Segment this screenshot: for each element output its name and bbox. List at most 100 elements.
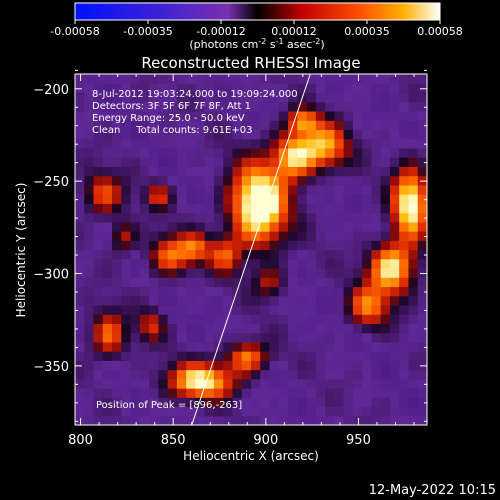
- heatmap-cell: [325, 240, 335, 251]
- heatmap-cell: [352, 74, 363, 84]
- heatmap-cell: [288, 231, 298, 241]
- heatmap-cell: [112, 194, 122, 204]
- heatmap-cell: [297, 360, 308, 371]
- heatmap-cell: [325, 406, 335, 417]
- heatmap-cell: [139, 184, 150, 195]
- heatmap-cell: [297, 267, 308, 278]
- heatmap-cell: [334, 341, 345, 352]
- heatmap-cell: [260, 157, 271, 167]
- heatmap-cell: [315, 194, 326, 204]
- heatmap-cell: [269, 212, 280, 223]
- heatmap-cell: [204, 194, 215, 204]
- heatmap-cell: [315, 351, 326, 361]
- heatmap-cell: [186, 83, 197, 94]
- heatmap-cell: [112, 240, 122, 251]
- heatmap-cell: [121, 332, 132, 343]
- heatmap-cell: [167, 231, 178, 241]
- heatmap-cell: [204, 83, 215, 94]
- heatmap-cell: [213, 295, 224, 306]
- heatmap-cell: [269, 221, 280, 232]
- heatmap-cell: [223, 286, 234, 297]
- annotation-block: 8-Jul-2012 19:03:24.000 to 19:09:24.000 …: [92, 89, 298, 136]
- heatmap-cell: [389, 231, 400, 241]
- heatmap-cell: [380, 157, 391, 167]
- heatmap-cell: [343, 240, 354, 251]
- heatmap-cell: [288, 267, 298, 278]
- heatmap-cell: [232, 267, 243, 278]
- heatmap-cell: [213, 101, 224, 112]
- heatmap-cell: [139, 267, 150, 278]
- heatmap-cell: [93, 203, 104, 214]
- heatmap-cell: [195, 351, 206, 361]
- heatmap-cell: [195, 277, 206, 288]
- heatmap-cell: [269, 351, 280, 361]
- heatmap-cell: [260, 415, 271, 425]
- heatmap-cell: [241, 286, 252, 297]
- heatmap-cell: [334, 286, 345, 297]
- heatmap-cell: [241, 341, 252, 352]
- heatmap-cell: [278, 175, 289, 186]
- heatmap-cell: [288, 74, 298, 84]
- heatmap-cell: [213, 277, 224, 288]
- heatmap-cell: [297, 203, 308, 214]
- heatmap-cell: [167, 341, 178, 352]
- heatmap-cell: [260, 240, 271, 251]
- heatmap-cell: [399, 157, 410, 167]
- heatmap-cell: [260, 304, 271, 315]
- heatmap-cell: [315, 240, 326, 251]
- heatmap-cell: [158, 203, 169, 214]
- heatmap-cell: [241, 240, 252, 251]
- heatmap-cell: [380, 138, 391, 149]
- heatmap-cell: [112, 397, 122, 408]
- heatmap-cell: [213, 249, 224, 260]
- heatmap-cell: [343, 360, 354, 371]
- heatmap-cell: [176, 258, 187, 269]
- heatmap-cell: [417, 378, 427, 389]
- heatmap-cell: [288, 129, 298, 140]
- heatmap-cell: [325, 110, 335, 121]
- heatmap-cell: [112, 378, 122, 389]
- heatmap-cell: [232, 184, 243, 195]
- heatmap-cell: [334, 221, 345, 232]
- heatmap-cell: [112, 221, 122, 232]
- heatmap-cell: [130, 120, 141, 131]
- heatmap-cell: [121, 157, 132, 167]
- heatmap-cell: [325, 184, 335, 195]
- heatmap-cell: [297, 323, 308, 334]
- heatmap-cell: [297, 74, 308, 84]
- heatmap-cell: [399, 83, 410, 94]
- heatmap-cell: [251, 110, 261, 121]
- heatmap-cell: [352, 415, 363, 425]
- heatmap-cell: [306, 277, 317, 288]
- heatmap-cell: [278, 323, 289, 334]
- heatmap-cell: [112, 101, 122, 112]
- heatmap-cell: [417, 314, 427, 324]
- heatmap-cell: [408, 397, 419, 408]
- peak-position-label: Position of Peak = [896,-263]: [96, 400, 242, 411]
- heatmap-cell: [389, 147, 400, 158]
- heatmap-cell: [380, 286, 391, 297]
- heatmap-cell: [204, 212, 215, 223]
- heatmap-cell: [75, 74, 85, 84]
- heatmap-cell: [380, 267, 391, 278]
- heatmap-cell: [112, 74, 122, 84]
- heatmap-cell: [362, 110, 373, 121]
- heatmap-cell: [315, 120, 326, 131]
- heatmap-cell: [352, 147, 363, 158]
- heatmap-cell: [121, 110, 132, 121]
- heatmap-cell: [167, 101, 178, 112]
- heatmap-cell: [334, 249, 345, 260]
- heatmap-cell: [75, 397, 85, 408]
- heatmap-cell: [223, 323, 234, 334]
- x-tick-label: 850: [161, 433, 186, 448]
- heatmap-cell: [334, 147, 345, 158]
- heatmap-cell: [213, 231, 224, 241]
- x-tick-label: 800: [68, 433, 93, 448]
- heatmap-cell: [288, 147, 298, 158]
- heatmap-cell: [204, 184, 215, 195]
- heatmap-cell: [352, 221, 363, 232]
- heatmap-cell: [315, 101, 326, 112]
- heatmap-cell: [352, 397, 363, 408]
- heatmap-cell: [84, 147, 95, 158]
- heatmap-cell: [325, 221, 335, 232]
